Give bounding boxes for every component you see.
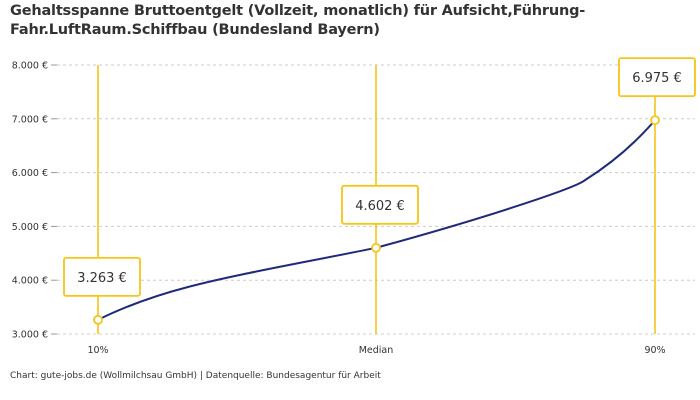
chart-footer: Chart: gute-jobs.de (Wollmilchsau GmbH) … — [10, 371, 381, 381]
data-point — [650, 115, 660, 126]
value-label: 4.602 € — [355, 199, 405, 214]
chart-title: Gehaltsspanne Bruttoentgelt (Vollzeit, m… — [10, 3, 586, 38]
y-tick-label: 3.000 € — [12, 330, 48, 341]
data-point — [93, 314, 103, 325]
value-label-box — [63, 256, 141, 297]
x-tick-label: Median — [359, 345, 394, 356]
y-tick-label: 8.000 € — [12, 61, 48, 72]
value-label-box — [618, 57, 696, 98]
y-tick-label: 7.000 € — [12, 114, 48, 125]
y-tick-label: 6.000 € — [12, 168, 48, 179]
x-tick-label: 10% — [87, 345, 108, 356]
value-label: 6.975 € — [632, 71, 682, 86]
value-label: 3.263 € — [77, 271, 127, 286]
series-line — [97, 119, 656, 321]
data-point — [371, 242, 381, 253]
value-label-box — [341, 184, 419, 225]
y-tick-label: 5.000 € — [12, 222, 48, 233]
y-tick-label: 4.000 € — [12, 276, 48, 287]
x-tick-label: 90% — [644, 345, 665, 356]
